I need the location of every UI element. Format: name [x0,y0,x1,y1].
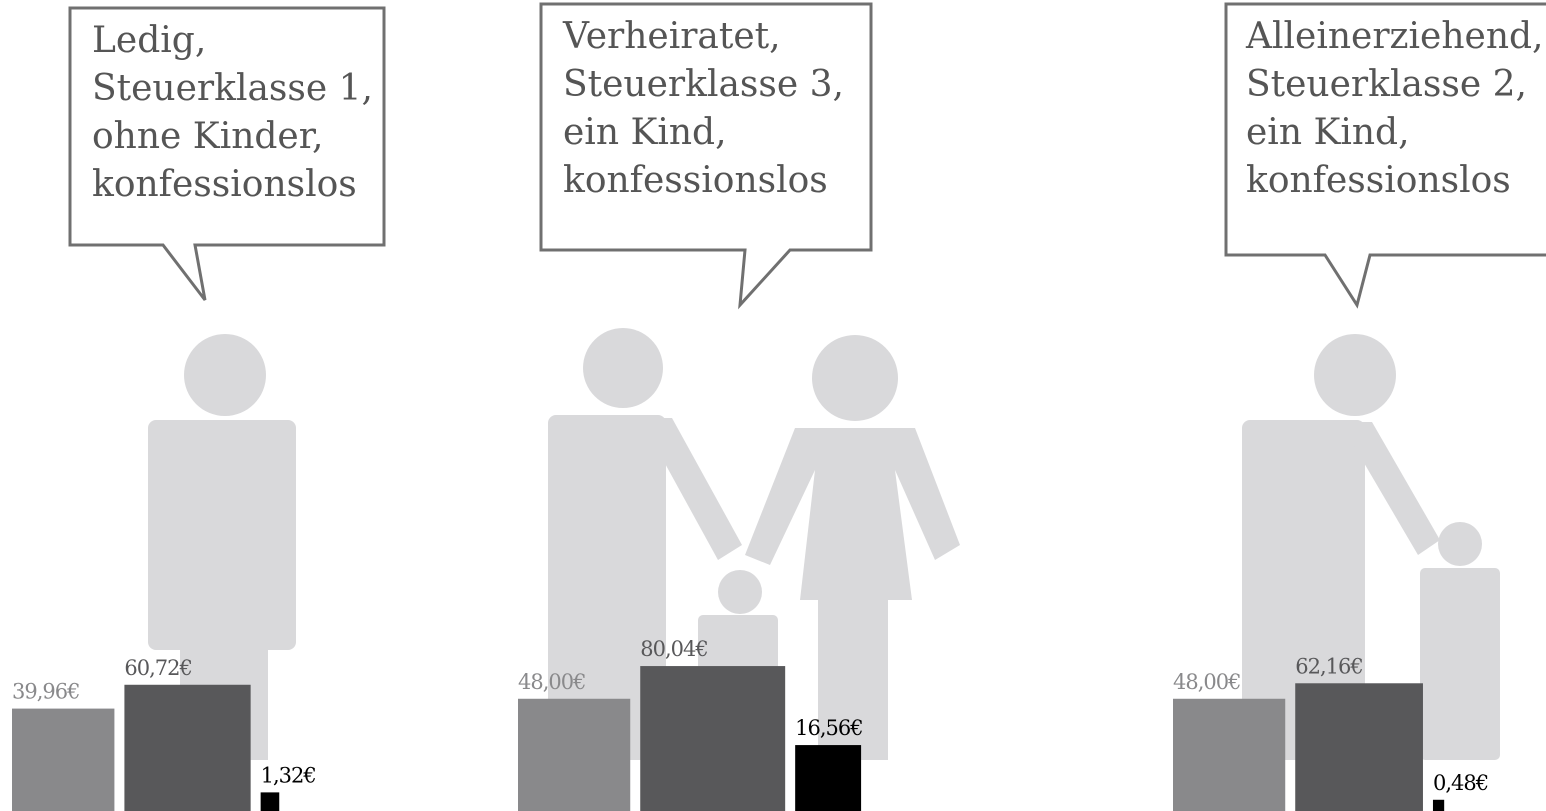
bubble-text: ohne Kinder, [92,116,323,157]
figure-head [1314,334,1396,416]
figure-body [548,415,666,760]
value-label: 60,72€ [124,656,191,680]
figure-head [1438,522,1482,566]
value-label: 48,00€ [1173,670,1240,694]
value-label: 1,32€ [261,763,316,787]
bubble-text: Steuerklasse 1, [92,68,373,109]
bar [260,792,280,811]
speech-bubbles [68,2,1546,310]
speech-bubble [68,6,386,301]
value-label: 48,00€ [518,670,585,694]
figure-body [1420,568,1500,760]
figure-body [148,420,296,650]
bar [518,698,631,811]
bubble-text: ein Kind, [563,112,727,153]
value-label: 80,04€ [640,637,707,661]
bar [640,666,786,811]
figure-legs [818,600,888,760]
value-label: 16,56€ [795,716,862,740]
bubble-text: ein Kind, [1246,112,1410,153]
bubble-text: konfessionslos [1246,160,1511,201]
figure-head [812,335,898,421]
bar [124,684,251,811]
speech-bubble [1224,2,1546,309]
figure-head [718,570,762,614]
figure-arm [1340,422,1440,555]
figure-arm [640,418,742,560]
bubble-text: konfessionslos [563,160,828,201]
bubble-text: Steuerklasse 3, [563,64,844,105]
bubble-text: Verheiratet, [562,16,781,57]
bar [12,708,115,811]
bar [1295,683,1423,811]
bar [1432,799,1445,811]
bubble-text: Alleinerziehend, [1245,16,1544,57]
bubble-text: Steuerklasse 2, [1246,64,1527,105]
value-label: 62,16€ [1295,654,1362,678]
figure-body [1242,420,1365,760]
value-label: 0,48€ [1433,771,1488,795]
bar [795,745,862,811]
bubble-text: konfessionslos [92,164,357,205]
figure-head [184,334,266,416]
value-label: 39,96€ [12,680,79,704]
bubble-text: Ledig, [92,20,206,61]
speech-bubble [539,2,873,310]
bar [1173,698,1286,811]
figure-dress [745,428,960,600]
figure-head [583,328,663,408]
